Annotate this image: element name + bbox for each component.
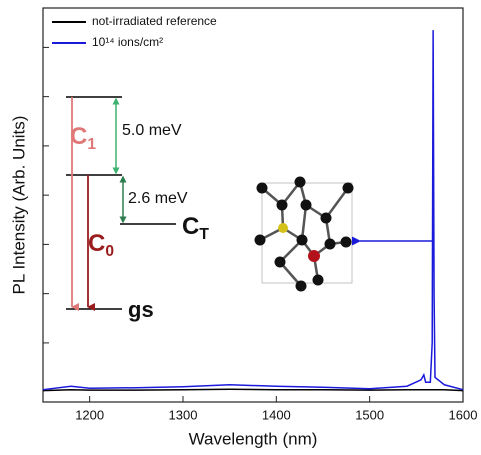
x-tick-label: 1200 xyxy=(75,407,104,422)
x-tick-label: 1300 xyxy=(169,407,198,422)
plot-frame xyxy=(43,8,463,402)
y-axis-label: PL Intensity (Arb. Units) xyxy=(9,116,28,295)
level-symbol: C xyxy=(88,230,105,257)
level-label: C1 xyxy=(70,123,96,153)
x-tick-label: 1500 xyxy=(355,407,384,422)
level-subscript: 1 xyxy=(87,136,96,153)
x-axis-label: Wavelength (nm) xyxy=(189,429,318,448)
gap-label: 5.0 meV xyxy=(122,122,182,139)
level-label: C0 xyxy=(88,230,114,260)
x-tick-label: 1400 xyxy=(262,407,291,422)
legend-label: 10¹⁴ ions/cm² xyxy=(92,35,163,49)
level-symbol: C xyxy=(70,123,87,150)
x-tick-label: 1600 xyxy=(449,407,478,422)
chart: Wavelength (nm) PL Intensity (Arb. Units… xyxy=(0,0,481,455)
gap-label: 2.6 meV xyxy=(128,190,188,207)
series-line xyxy=(43,30,463,390)
level-subscript: 0 xyxy=(105,243,114,260)
level-subscript: T xyxy=(199,226,209,243)
molecule-inset xyxy=(255,177,433,292)
level-label: CT xyxy=(182,213,209,243)
level-symbol: gs xyxy=(128,297,154,322)
level-symbol: C xyxy=(182,213,199,240)
level-label: gs xyxy=(128,297,154,322)
legend-label: not-irradiated reference xyxy=(92,14,217,28)
series-line xyxy=(43,389,463,390)
